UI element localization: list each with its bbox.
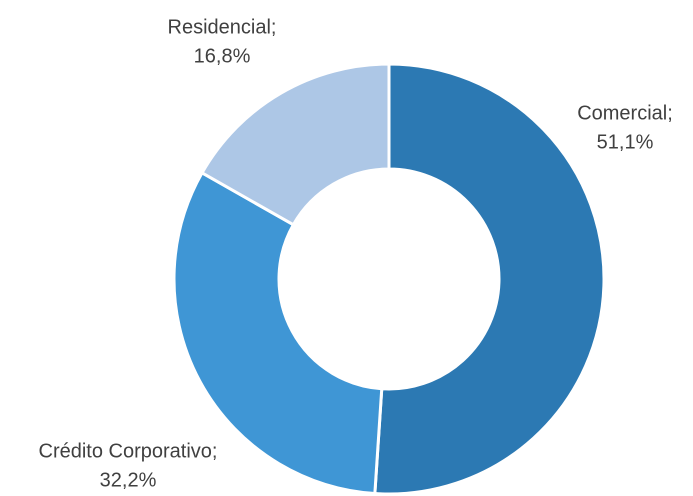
slice-category-label: Comercial;: [577, 102, 673, 124]
donut-slice: [199, 62, 391, 227]
slice-value-label: 16,8%: [194, 45, 251, 67]
slice-value-label: 32,2%: [100, 469, 157, 491]
donut-slice: [172, 170, 384, 496]
slice-category-label: Crédito Corporativo;: [39, 440, 218, 462]
donut-slice: [373, 62, 606, 496]
slice-value-label: 51,1%: [597, 131, 654, 153]
slice-category-label: Residencial;: [168, 16, 277, 38]
